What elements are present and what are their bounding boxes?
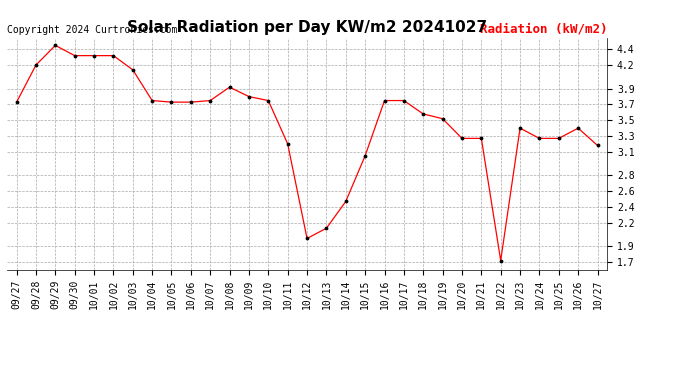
Text: Copyright 2024 Curtronics.com: Copyright 2024 Curtronics.com [7, 25, 177, 35]
Text: Radiation (kW/m2): Radiation (kW/m2) [480, 22, 607, 35]
Title: Solar Radiation per Day KW/m2 20241027: Solar Radiation per Day KW/m2 20241027 [127, 20, 487, 35]
